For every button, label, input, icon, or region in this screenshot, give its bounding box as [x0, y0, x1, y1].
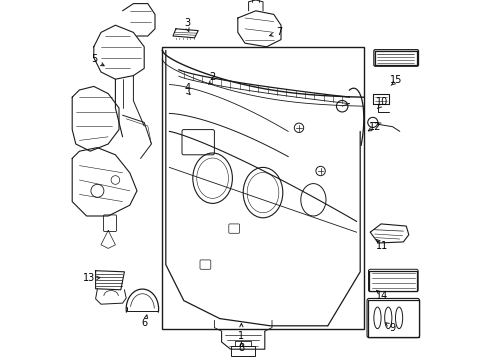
Text: 3: 3 — [184, 18, 191, 28]
Text: 14: 14 — [376, 291, 389, 301]
Text: 10: 10 — [376, 96, 389, 107]
Text: 12: 12 — [369, 122, 382, 132]
Text: 11: 11 — [376, 240, 389, 251]
Text: 6: 6 — [141, 318, 147, 328]
Text: 2: 2 — [210, 72, 216, 82]
Text: 1: 1 — [238, 330, 245, 341]
Text: 8: 8 — [238, 343, 245, 354]
Text: 7: 7 — [276, 27, 282, 37]
Text: 5: 5 — [92, 54, 98, 64]
Text: 4: 4 — [184, 83, 191, 93]
Bar — [231, 346, 255, 356]
Bar — [162, 47, 364, 329]
Text: 15: 15 — [390, 75, 402, 85]
Text: 13: 13 — [83, 273, 96, 283]
Text: 9: 9 — [390, 323, 395, 333]
